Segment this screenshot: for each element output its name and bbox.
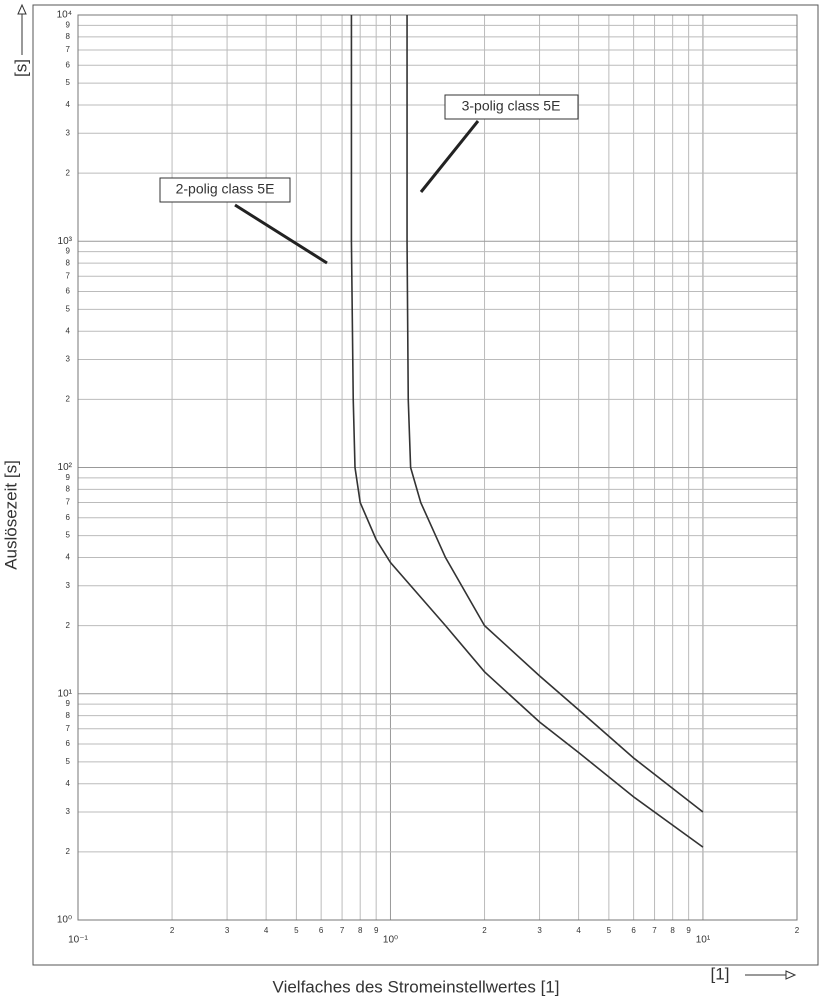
outer-frame [32,4,819,966]
y-tick-label: 7 [66,45,71,54]
x-tick-label: 8 [358,926,363,935]
x-tick-label: 8 [670,926,675,935]
x-tick-label: 3 [225,926,230,935]
y-tick-label: 8 [66,32,71,41]
x-tick-label: 5 [607,926,612,935]
x-tick-label: 10⁻¹ [68,935,88,946]
y-tick-label: 10¹ [58,688,73,699]
y-tick-label: 6 [66,60,71,69]
y-tick-label: 3 [66,581,71,590]
y-tick-label: 10⁴ [57,10,72,21]
y-tick-label: 9 [66,473,71,482]
y-tick-label: 10² [58,462,73,473]
x-tick-label: 3 [537,926,542,935]
y-tick-label: 9 [66,699,71,708]
y-tick-label: 6 [66,287,71,296]
y-tick-label: 2 [66,395,71,404]
x-tick-label: 7 [340,926,345,935]
leader-line [419,120,480,193]
annotation: 2-polig class 5E [176,181,275,197]
y-tick-label: 3 [66,355,71,364]
x-tick-label: 9 [686,926,691,935]
y-tick-label: 5 [66,531,71,540]
y-tick-label: 9 [66,247,71,256]
x-tick-label: 4 [576,926,581,935]
grid [77,14,798,921]
y-tick-label: 4 [66,553,71,562]
y-tick-label: 2 [66,621,71,630]
y-axis-label: Auslösezeit [s] [1,460,20,570]
x-tick-label: 5 [294,926,299,935]
y-tick-label: 4 [66,779,71,788]
y-tick-label: 10³ [58,236,73,247]
y-tick-label: 8 [66,485,71,494]
y-tick-label: 5 [66,78,71,87]
y-tick-label: 7 [66,498,71,507]
x-tick-label: 2 [170,926,175,935]
x-unit: [1] [711,964,730,983]
leader-line [234,203,328,265]
x-axis-label: Vielfaches des Stromeinstellwertes [1] [273,977,560,996]
annotation-box [444,94,579,120]
y-tick-label: 8 [66,711,71,720]
x-tick-label: 6 [631,926,636,935]
y-tick-label: 5 [66,304,71,313]
y-tick-label: 6 [66,513,71,522]
x-tick-label: 10¹ [696,935,711,946]
y-tick-label: 2 [66,847,71,856]
annotation-box [159,177,291,203]
y-tick-label: 4 [66,100,71,109]
plot-frame [77,14,798,921]
y-tick-label: 7 [66,271,71,280]
x-tick-label: 2 [795,926,800,935]
x-tick-label: 6 [319,926,324,935]
y-arrowhead [17,3,27,15]
x-tick-label: 9 [374,926,379,935]
annotation: 3-polig class 5E [462,98,561,114]
curves [350,15,704,848]
y-tick-label: 8 [66,258,71,267]
x-tick-label: 4 [264,926,269,935]
y-tick-label: 10⁰ [57,915,72,926]
x-tick-label: 10⁰ [383,935,398,946]
y-tick-label: 4 [66,326,71,335]
curve [350,15,704,848]
y-tick-label: 5 [66,757,71,766]
y-tick-label: 9 [66,20,71,29]
y-tick-label: 3 [66,128,71,137]
y-tick-label: 3 [66,807,71,816]
y-tick-label: 2 [66,168,71,177]
curve [406,15,704,813]
y-tick-label: 7 [66,724,71,733]
y-tick-label: 6 [66,739,71,748]
x-tick-label: 7 [652,926,657,935]
x-tick-label: 2 [482,926,487,935]
y-unit: [s] [11,59,30,77]
x-arrowhead [785,970,797,980]
